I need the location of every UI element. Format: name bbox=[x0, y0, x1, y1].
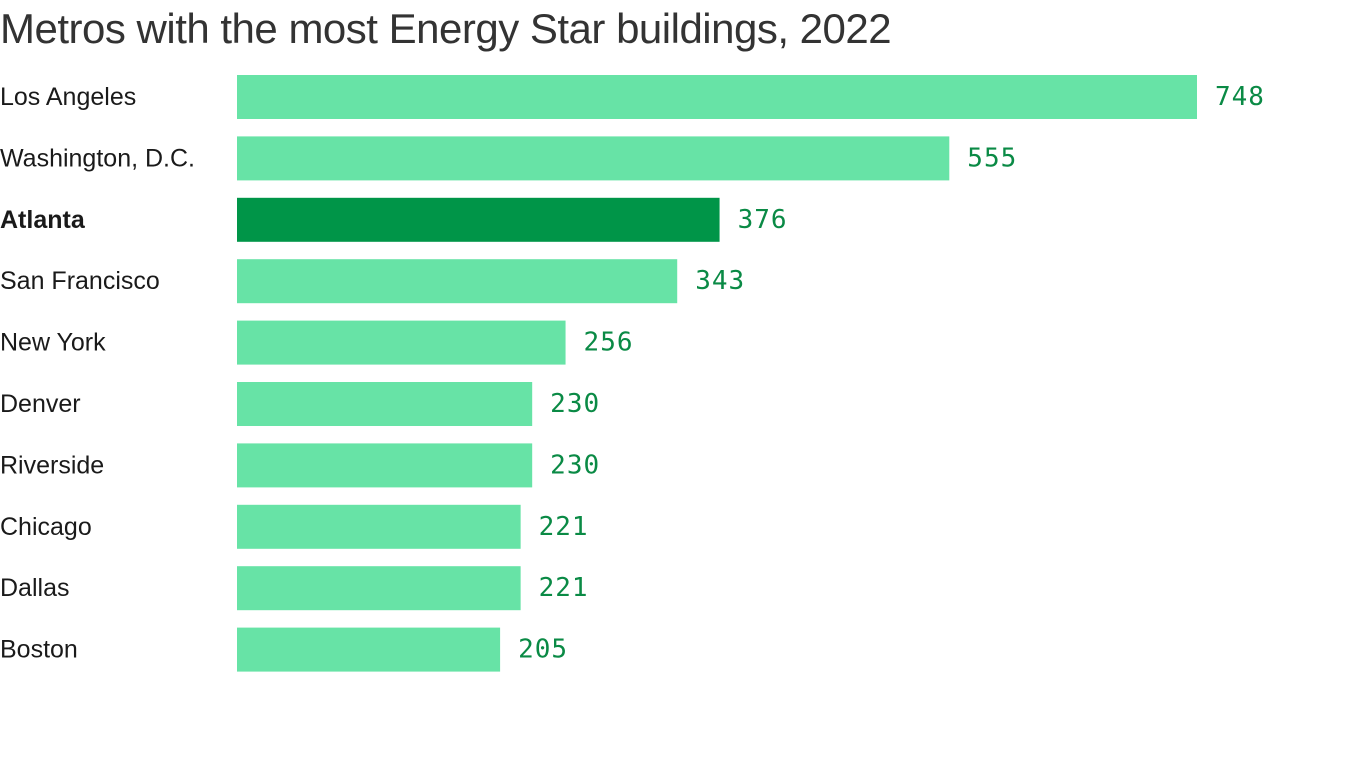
value-label-chicago: 221 bbox=[539, 512, 589, 542]
value-label-denver: 230 bbox=[550, 389, 600, 419]
value-label-riverside: 230 bbox=[550, 450, 600, 480]
category-label-chicago: Chicago bbox=[0, 513, 92, 541]
value-label-san-francisco: 343 bbox=[695, 266, 745, 296]
bars-layer: Los Angeles 748 Washington, D.C. 555 Atlanta… bbox=[0, 75, 1265, 672]
bar-denver bbox=[237, 382, 533, 426]
chart-title: Metros with the most Energy Star buildin… bbox=[0, 5, 892, 52]
category-label-dallas: Dallas bbox=[0, 574, 69, 602]
bar-new-york bbox=[237, 320, 566, 365]
bar-riverside bbox=[237, 443, 533, 488]
category-label-denver: Denver bbox=[0, 390, 81, 418]
bar-dallas bbox=[237, 566, 521, 611]
bar-chicago bbox=[237, 504, 521, 549]
category-label-boston: Boston bbox=[0, 636, 78, 664]
value-label-dallas: 221 bbox=[539, 573, 589, 603]
bar-atlanta bbox=[237, 197, 720, 242]
category-label-atlanta: Atlanta bbox=[0, 206, 86, 234]
bar-san-francisco bbox=[237, 259, 678, 304]
value-label-boston: 205 bbox=[518, 635, 568, 665]
category-label-washington-d-c: Washington, D.C. bbox=[0, 144, 195, 172]
bar-washington-d-c bbox=[237, 136, 950, 181]
value-label-washington-d-c: 555 bbox=[967, 143, 1017, 173]
bar-los-angeles bbox=[237, 75, 1197, 119]
category-label-new-york: New York bbox=[0, 329, 106, 357]
value-label-new-york: 256 bbox=[584, 328, 634, 358]
category-label-san-francisco: San Francisco bbox=[0, 267, 160, 295]
value-label-atlanta: 376 bbox=[738, 205, 788, 235]
value-label-los-angeles: 748 bbox=[1215, 82, 1265, 112]
bar-boston bbox=[237, 627, 501, 672]
category-label-riverside: Riverside bbox=[0, 451, 104, 479]
category-label-los-angeles: Los Angeles bbox=[0, 83, 136, 111]
